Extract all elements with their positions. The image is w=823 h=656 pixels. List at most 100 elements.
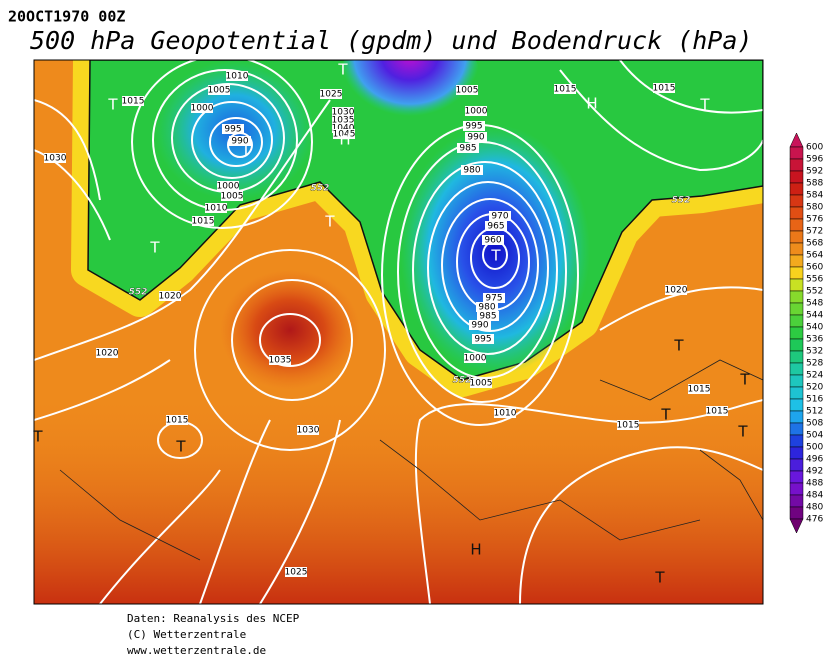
pressure-label: 1005 [208, 86, 231, 96]
pressure-center: T [175, 438, 186, 456]
label-bg [461, 165, 483, 175]
colorbar-label: 524 [806, 371, 823, 381]
pressure-label: 1015 [122, 97, 145, 107]
colorbar-swatch [789, 182, 804, 196]
colorbar-label: 568 [806, 239, 823, 249]
colorbar-label: 520 [806, 383, 823, 393]
colorbar-label: 508 [806, 419, 823, 429]
pressure-label: 960 [484, 236, 501, 246]
colorbar-label: 492 [806, 467, 823, 477]
colorbar-swatch [789, 314, 804, 328]
colorbar-swatch [789, 170, 804, 184]
pressure-center: T [149, 239, 160, 257]
colorbar-swatch [789, 326, 804, 340]
pressure-label: 1020 [96, 349, 119, 359]
label-bg [706, 406, 728, 416]
label-bg [485, 221, 507, 231]
colorbar-label: 540 [806, 323, 823, 333]
isobar [34, 359, 171, 421]
isobar [259, 313, 321, 367]
colorbar-swatch [789, 386, 804, 400]
isobar [34, 149, 111, 241]
footer-line: www.wetterzentrale.de [127, 644, 266, 656]
pressure-label: 1010 [226, 72, 249, 82]
pressure-center: T [337, 61, 348, 79]
pressure-label: 1040 [332, 124, 355, 134]
pressure-center: T [660, 406, 671, 424]
pressure-label: 1045 [333, 130, 356, 140]
pressure-label: 990 [467, 133, 484, 143]
label-bg [476, 302, 498, 312]
pressure-center: T [737, 423, 748, 441]
colorbar-label: 536 [806, 335, 823, 345]
colorbar-swatch [789, 266, 804, 280]
colorbar-swatch [789, 206, 804, 220]
label-bg [44, 153, 66, 163]
colorbar-label: 596 [806, 155, 823, 165]
pressure-label: 1000 [217, 182, 240, 192]
label-bg [617, 420, 639, 430]
label-bg [297, 425, 319, 435]
label-bg [482, 235, 504, 245]
label-bg [332, 123, 354, 133]
pressure-label: 1000 [465, 107, 488, 117]
colorbar-label: 532 [806, 347, 823, 357]
pressure-center: T [699, 96, 710, 114]
colorbar-swatch [789, 422, 804, 436]
colorbar-swatch [789, 242, 804, 256]
label-bg [554, 84, 576, 94]
pressure-label: 1020 [665, 286, 688, 296]
colorbar-swatch [789, 350, 804, 364]
pressure-label: 1000 [191, 104, 214, 114]
footer-line: (C) Wetterzentrale [127, 628, 246, 641]
pressure-label: 1015 [554, 85, 577, 95]
label-bg [494, 408, 516, 418]
label-bg [457, 143, 479, 153]
colorbar-swatch [789, 158, 804, 172]
colorbar-swatch [789, 338, 804, 352]
pressure-label: 965 [487, 222, 504, 232]
pressure-label: 980 [478, 303, 495, 313]
pressure-label: 1020 [159, 292, 182, 302]
label-bg [333, 129, 355, 139]
date-label: 20OCT1970 00Z [8, 8, 125, 26]
colorbar-label: 476 [806, 515, 823, 525]
label-bg [222, 124, 244, 134]
label-bg [332, 115, 354, 125]
label-bg [320, 89, 342, 99]
colorbar-swatch [789, 506, 804, 520]
pressure-label: 990 [231, 137, 248, 147]
colorbar-swatch [789, 470, 804, 484]
pressure-label: 1005 [221, 192, 244, 202]
colorbar-label: 580 [806, 203, 823, 213]
isobar [259, 419, 341, 604]
pressure-label: 1030 [332, 108, 355, 118]
colorbar-swatch [789, 362, 804, 376]
colorbar-swatch [789, 290, 804, 304]
colorbar-label: 516 [806, 395, 823, 405]
map-title: 500 hPa Geopotential (gpdm) und Bodendru… [30, 26, 752, 55]
isobar [34, 99, 101, 201]
pressure-label: 1035 [269, 356, 292, 366]
label-bg [465, 132, 487, 142]
label-bg [469, 320, 491, 330]
map-frame [33, 59, 764, 605]
isobar [191, 101, 273, 179]
label-bg [192, 216, 214, 226]
isobar [209, 117, 263, 167]
label-bg [217, 181, 239, 191]
colorbar-swatch [789, 194, 804, 208]
label-bg [166, 415, 188, 425]
colorbar-swatch [789, 410, 804, 424]
pressure-label: 1030 [44, 154, 67, 164]
pressure-label: 995 [224, 125, 241, 135]
label-bg [226, 71, 248, 81]
pressure-label: 1035 [332, 116, 355, 126]
pressure-label: 1015 [166, 416, 189, 426]
colorbar-swatch [789, 146, 804, 160]
colorbar-label: 484 [806, 491, 823, 501]
isobar [34, 99, 331, 361]
pressure-center: H [586, 95, 597, 113]
pressure-center: T [324, 213, 335, 231]
pressure-label: 985 [479, 312, 496, 322]
